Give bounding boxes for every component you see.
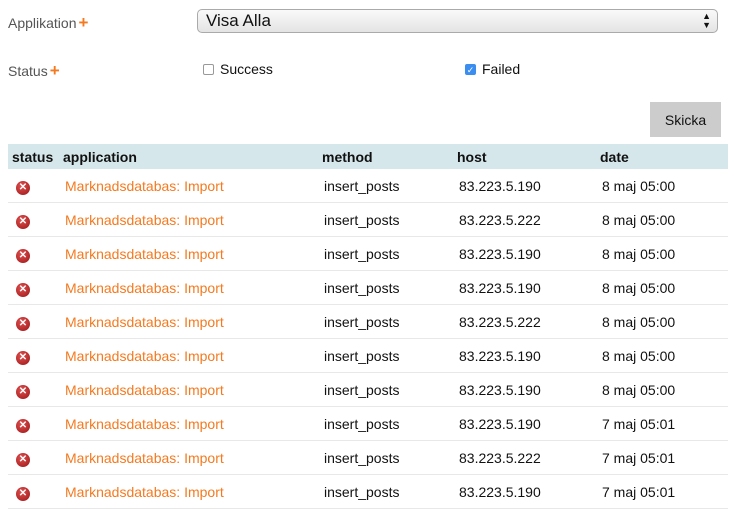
application-link[interactable]: Marknadsdatabas: Import bbox=[65, 177, 224, 194]
error-icon: ✕ bbox=[16, 214, 30, 229]
application-link[interactable]: Marknadsdatabas: Import bbox=[65, 245, 224, 262]
host-cell: 83.223.5.190 bbox=[453, 338, 596, 373]
application-link[interactable]: Marknadsdatabas: Import bbox=[65, 211, 224, 228]
application-link[interactable]: Marknadsdatabas: Import bbox=[65, 381, 224, 398]
date-cell: 8 maj 05:00 bbox=[596, 169, 728, 203]
col-application: application bbox=[59, 144, 318, 169]
application-select[interactable]: Visa Alla ▲ ▼ bbox=[197, 9, 718, 33]
method-cell: insert_posts bbox=[318, 440, 453, 475]
table-row: ✕ Marknadsdatabas: Import insert_posts 8… bbox=[8, 372, 728, 407]
status-cell: ✕ bbox=[8, 169, 59, 203]
table-row: ✕ Marknadsdatabas: Import insert_posts 8… bbox=[8, 304, 728, 339]
date-cell: 7 maj 05:01 bbox=[596, 406, 728, 441]
table-row: ✕ Marknadsdatabas: Import insert_posts 8… bbox=[8, 440, 728, 475]
status-cell: ✕ bbox=[8, 440, 59, 475]
failed-label: Failed bbox=[482, 61, 521, 77]
application-link[interactable]: Marknadsdatabas: Import bbox=[65, 415, 224, 432]
host-cell: 83.223.5.190 bbox=[453, 236, 596, 271]
table-header: status application method host date bbox=[8, 144, 728, 169]
host-cell: 83.223.5.190 bbox=[453, 406, 596, 441]
host-cell: 83.223.5.190 bbox=[453, 474, 596, 509]
col-status: status bbox=[8, 144, 59, 169]
host-cell: 83.223.5.222 bbox=[453, 202, 596, 237]
method-cell: insert_posts bbox=[318, 474, 453, 509]
table-row: ✕ Marknadsdatabas: Import insert_posts 8… bbox=[8, 169, 728, 203]
status-label: Status + bbox=[8, 61, 60, 80]
table-row: ✕ Marknadsdatabas: Import insert_posts 8… bbox=[8, 338, 728, 373]
date-cell: 8 maj 05:00 bbox=[596, 270, 728, 305]
error-icon: ✕ bbox=[16, 350, 30, 365]
status-cell: ✕ bbox=[8, 406, 59, 441]
results-table: status application method host date ✕ Ma… bbox=[8, 144, 728, 509]
status-cell: ✕ bbox=[8, 202, 59, 237]
application-label: Applikation + bbox=[8, 13, 89, 32]
host-cell: 83.223.5.190 bbox=[453, 169, 596, 203]
col-method: method bbox=[318, 144, 453, 169]
host-cell: 83.223.5.190 bbox=[453, 372, 596, 407]
error-icon: ✕ bbox=[16, 282, 30, 297]
table-row: ✕ Marknadsdatabas: Import insert_posts 8… bbox=[8, 270, 728, 305]
error-icon: ✕ bbox=[16, 316, 30, 331]
status-cell: ✕ bbox=[8, 270, 59, 305]
date-cell: 7 maj 05:01 bbox=[596, 440, 728, 475]
submit-button[interactable]: Skicka bbox=[650, 102, 721, 137]
error-icon: ✕ bbox=[16, 180, 30, 195]
failed-checkbox-box[interactable]: ✓ bbox=[465, 63, 476, 75]
application-link[interactable]: Marknadsdatabas: Import bbox=[65, 279, 224, 296]
failed-checkbox[interactable]: ✓ Failed bbox=[465, 61, 520, 77]
method-cell: insert_posts bbox=[318, 406, 453, 441]
host-cell: 83.223.5.190 bbox=[453, 270, 596, 305]
method-cell: insert_posts bbox=[318, 338, 453, 373]
method-cell: insert_posts bbox=[318, 169, 453, 203]
date-cell: 8 maj 05:00 bbox=[596, 236, 728, 271]
success-label: Success bbox=[220, 61, 273, 77]
success-checkbox-box[interactable] bbox=[203, 63, 214, 75]
table-row: ✕ Marknadsdatabas: Import insert_posts 8… bbox=[8, 474, 728, 509]
status-cell: ✕ bbox=[8, 338, 59, 373]
host-cell: 83.223.5.222 bbox=[453, 440, 596, 475]
error-icon: ✕ bbox=[16, 486, 30, 501]
application-link[interactable]: Marknadsdatabas: Import bbox=[65, 483, 224, 500]
status-cell: ✕ bbox=[8, 474, 59, 509]
method-cell: insert_posts bbox=[318, 236, 453, 271]
status-cell: ✕ bbox=[8, 236, 59, 271]
error-icon: ✕ bbox=[16, 452, 30, 467]
table-row: ✕ Marknadsdatabas: Import insert_posts 8… bbox=[8, 406, 728, 441]
col-date: date bbox=[596, 144, 728, 169]
date-cell: 8 maj 05:00 bbox=[596, 372, 728, 407]
date-cell: 7 maj 05:01 bbox=[596, 474, 728, 509]
date-cell: 8 maj 05:00 bbox=[596, 202, 728, 237]
error-icon: ✕ bbox=[16, 418, 30, 433]
method-cell: insert_posts bbox=[318, 304, 453, 339]
select-arrows-icon: ▲ ▼ bbox=[702, 11, 711, 30]
method-cell: insert_posts bbox=[318, 202, 453, 237]
status-cell: ✕ bbox=[8, 304, 59, 339]
table-row: ✕ Marknadsdatabas: Import insert_posts 8… bbox=[8, 202, 728, 237]
method-cell: insert_posts bbox=[318, 270, 453, 305]
application-select-value: Visa Alla bbox=[206, 11, 271, 30]
table-row: ✕ Marknadsdatabas: Import insert_posts 8… bbox=[8, 236, 728, 271]
method-cell: insert_posts bbox=[318, 372, 453, 407]
error-icon: ✕ bbox=[16, 384, 30, 399]
add-application-icon[interactable]: + bbox=[78, 13, 89, 32]
success-checkbox[interactable]: Success bbox=[203, 61, 273, 77]
application-link[interactable]: Marknadsdatabas: Import bbox=[65, 313, 224, 330]
col-host: host bbox=[453, 144, 596, 169]
status-cell: ✕ bbox=[8, 372, 59, 407]
host-cell: 83.223.5.222 bbox=[453, 304, 596, 339]
add-status-icon[interactable]: + bbox=[49, 61, 60, 80]
application-link[interactable]: Marknadsdatabas: Import bbox=[65, 347, 224, 364]
error-icon: ✕ bbox=[16, 248, 30, 263]
application-link[interactable]: Marknadsdatabas: Import bbox=[65, 449, 224, 466]
date-cell: 8 maj 05:00 bbox=[596, 304, 728, 339]
date-cell: 8 maj 05:00 bbox=[596, 338, 728, 373]
